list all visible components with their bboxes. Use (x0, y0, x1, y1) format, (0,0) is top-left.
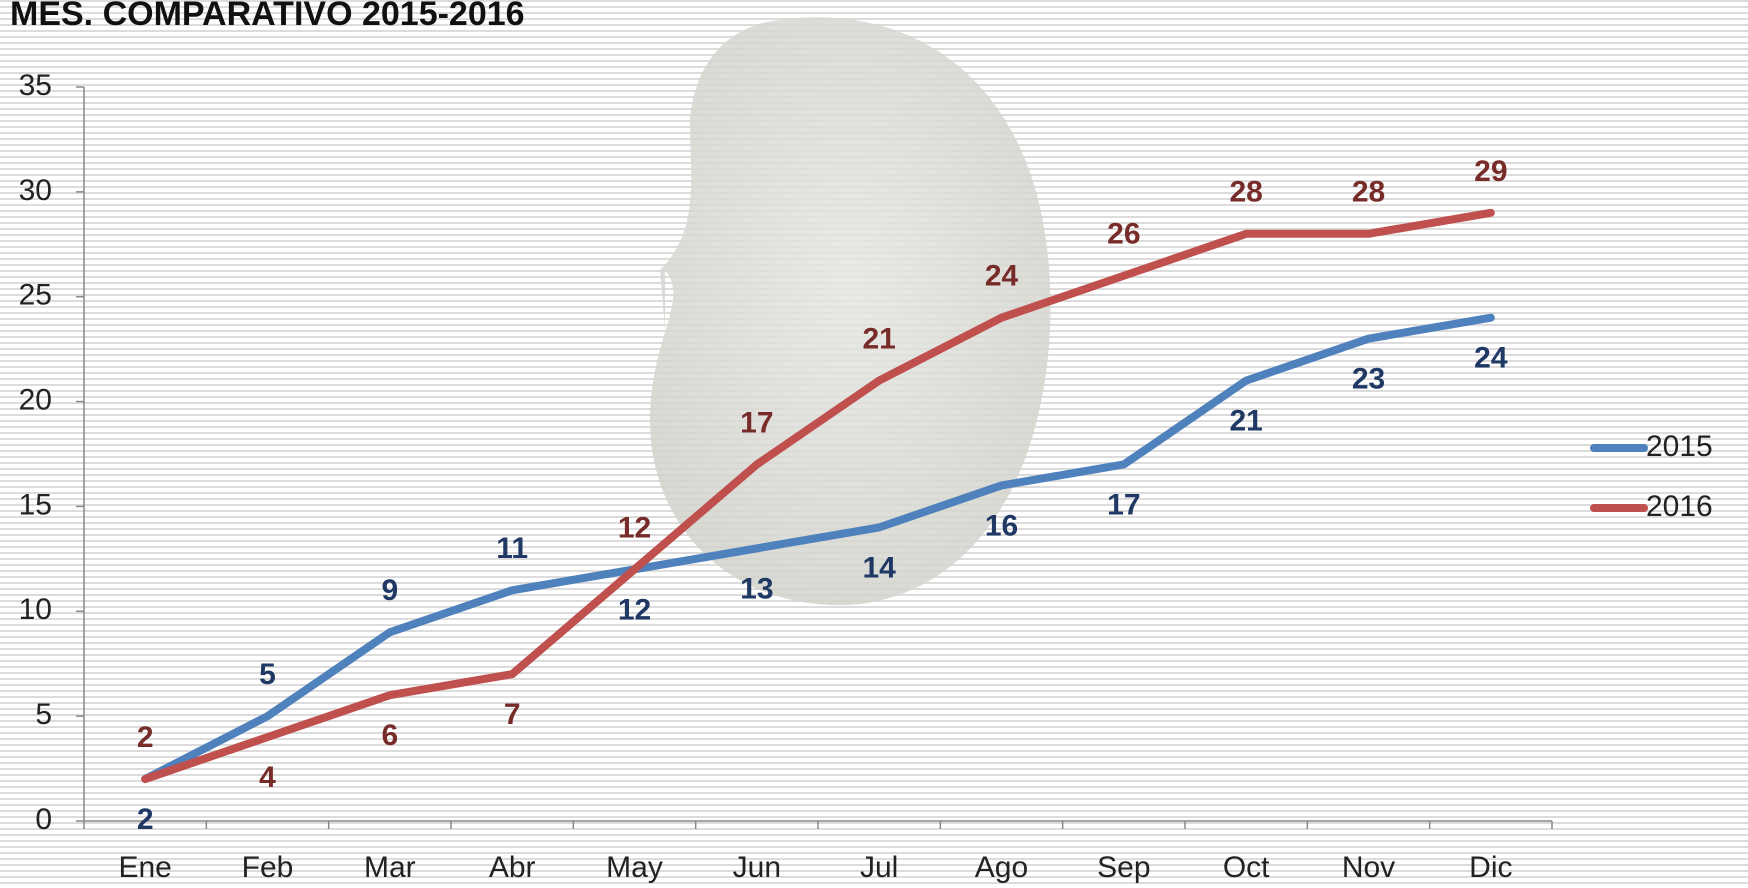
data-label: 17 (1107, 488, 1140, 521)
x-tick-label: May (606, 851, 663, 884)
data-label: 23 (1352, 363, 1385, 396)
x-tick-label: Jul (860, 851, 898, 884)
x-tick-label: Nov (1342, 851, 1395, 884)
data-label: 11 (496, 532, 528, 565)
data-label: 12 (618, 593, 651, 626)
data-label: 28 (1352, 176, 1385, 209)
data-label: 16 (985, 509, 1018, 542)
data-label: 5 (259, 658, 276, 691)
x-tick-label: Oct (1223, 851, 1270, 884)
x-tick-label: Sep (1097, 851, 1150, 884)
y-tick-label: 35 (19, 69, 52, 102)
data-label: 6 (381, 719, 398, 752)
data-label: 26 (1107, 218, 1140, 251)
y-tick-label: 20 (19, 383, 52, 416)
x-tick-label: Jun (733, 851, 781, 884)
x-tick-label: Ago (975, 851, 1028, 884)
data-label: 12 (618, 511, 651, 544)
y-tick-label: 30 (19, 174, 52, 207)
y-tick-label: 5 (35, 698, 52, 731)
legend-label: 2015 (1646, 430, 1713, 463)
data-label: 2 (137, 721, 154, 754)
data-label: 17 (740, 406, 773, 439)
data-label: 13 (740, 572, 773, 605)
data-label: 28 (1229, 176, 1262, 209)
data-label: 4 (259, 761, 276, 794)
legend-label: 2016 (1646, 490, 1713, 523)
data-label: 21 (1229, 405, 1262, 438)
chart-title: MES. COMPARATIVO 2015-2016 (10, 0, 525, 33)
data-label: 2 (137, 803, 154, 836)
y-tick-label: 0 (35, 803, 52, 836)
data-label: 24 (1474, 342, 1508, 375)
x-tick-label: Ene (118, 851, 171, 884)
line-series (141, 208, 1495, 784)
y-tick-label: 10 (19, 593, 52, 626)
data-label: 14 (862, 551, 896, 584)
data-label: 29 (1474, 155, 1507, 188)
y-tick-label: 25 (19, 279, 52, 312)
x-tick-label: Abr (489, 851, 536, 884)
data-label: 9 (381, 574, 398, 607)
kidney-illustration (650, 17, 1051, 606)
data-label: 24 (985, 260, 1019, 293)
line-series (141, 313, 1495, 784)
data-label: 7 (504, 698, 521, 731)
y-tick-label: 15 (19, 488, 52, 521)
x-tick-label: Feb (242, 851, 294, 884)
x-tick-label: Mar (364, 851, 416, 884)
x-tick-label: Dic (1469, 851, 1512, 884)
data-label: 21 (862, 323, 895, 356)
